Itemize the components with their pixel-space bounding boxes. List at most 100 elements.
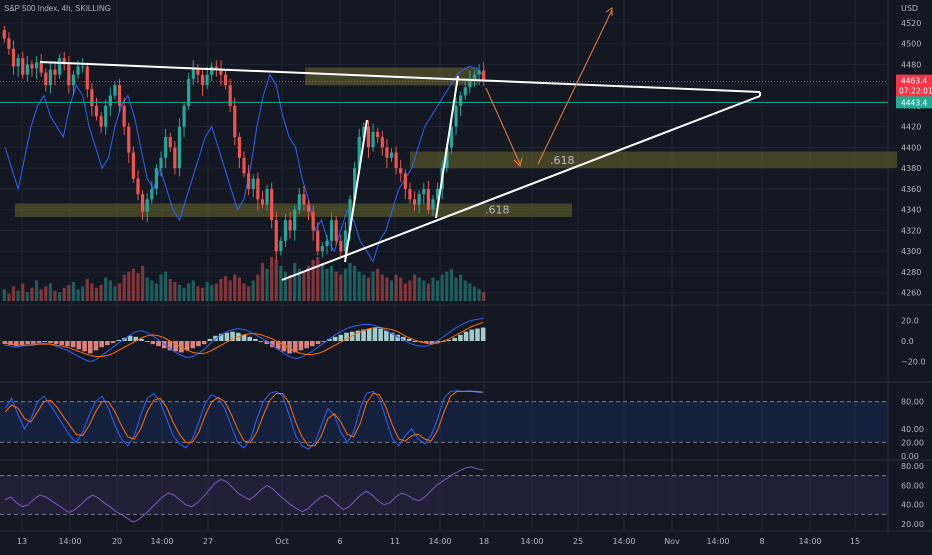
volume-bar: [150, 280, 154, 301]
candle-body: [343, 230, 348, 252]
x-tick-label: 14:00: [706, 537, 729, 546]
x-tick-label: Nov: [664, 537, 680, 546]
macd-histogram-bar: [366, 328, 372, 341]
level-price-tag: [896, 96, 932, 109]
stoch-d-line: [4, 390, 483, 447]
macd-line: [4, 317, 484, 363]
drawings: .618 .618: [0, 7, 888, 281]
candle-body: [353, 168, 357, 200]
macd-histogram-bar: [463, 331, 469, 341]
macd-histogram-bar: [110, 341, 116, 344]
candle-body: [44, 72, 48, 86]
candle-body: [177, 126, 182, 169]
volume-bar: [58, 292, 62, 301]
volume-bar: [283, 271, 288, 301]
candle-body: [71, 74, 76, 86]
macd-histogram-bar: [344, 332, 349, 341]
x-tick-label: 14:00: [150, 537, 173, 546]
volume-bar: [403, 283, 407, 301]
macd-histogram-bar: [48, 341, 53, 344]
candle-body: [11, 48, 16, 67]
fib-label: .618: [550, 154, 575, 167]
macd-histogram-bar: [93, 341, 99, 351]
x-tick-label: 14:00: [612, 537, 635, 546]
candle-body: [431, 199, 435, 210]
candle-body: [7, 38, 11, 49]
fib-label: .618: [485, 204, 510, 217]
volume-bar: [210, 284, 214, 301]
candle-body: [334, 220, 338, 241]
macd-histogram-bar: [321, 341, 327, 343]
stochastic-panel: [0, 390, 888, 450]
current-price-tag: [896, 74, 932, 97]
candle-body: [412, 199, 417, 205]
candle-body: [122, 105, 126, 127]
axes: 13 14:00 20 14:00 27 Oct 6 11 14:00 18 14:00 25 14:0…: [17, 4, 932, 546]
price-panel: [2, 25, 486, 301]
candle-body: [127, 126, 131, 153]
candle-body: [21, 58, 25, 75]
macd-histogram-bar: [196, 341, 201, 347]
macd-histogram-bar: [2, 341, 8, 345]
volume-bar: [94, 287, 99, 301]
volume-bar: [145, 277, 149, 301]
volume-bar: [136, 273, 140, 301]
macd-histogram-bar: [298, 341, 304, 351]
volume-bar: [426, 283, 430, 301]
stoch-band: [0, 401, 888, 443]
y-tick-label: 4260: [901, 289, 921, 298]
candle-body: [389, 152, 394, 158]
volume-bar: [445, 271, 449, 301]
macd-histogram-bar: [139, 338, 144, 341]
macd-histogram-bar: [25, 341, 30, 345]
candle-body: [228, 85, 232, 106]
volume-bar: [177, 284, 182, 301]
candle-body: [302, 194, 306, 205]
candle-body: [182, 105, 186, 127]
volume-bar: [265, 268, 269, 301]
volume-bar: [159, 274, 163, 301]
candle-body: [472, 74, 477, 79]
volume-bar: [21, 283, 25, 301]
volume-bar: [422, 280, 426, 301]
volume-bar: [325, 268, 329, 301]
macd-histogram-bar: [327, 338, 332, 341]
level-price-value: 4443.4: [901, 98, 927, 107]
volume-bar: [468, 283, 472, 301]
volume-bar: [449, 268, 454, 301]
volume-bar: [408, 280, 412, 301]
volume-bar: [329, 265, 334, 301]
macd-histogram-bar: [435, 341, 440, 344]
candle-body: [164, 137, 168, 158]
candle-body: [274, 220, 278, 252]
x-tick-label: 6: [337, 537, 342, 546]
x-tick-label: 14:00: [428, 537, 451, 546]
candle-body: [168, 137, 172, 148]
macd-tick-label: 0.0: [901, 337, 914, 346]
macd-histogram-bar: [70, 341, 76, 348]
volume-bar: [99, 284, 103, 301]
y-tick-label: 4320: [901, 226, 921, 235]
candle-body: [196, 68, 200, 75]
y-tick-label: 4400: [901, 143, 921, 152]
candle-body: [265, 188, 269, 205]
macd-panel: [2, 317, 486, 363]
volume-bar: [34, 280, 39, 301]
candle-body: [247, 173, 251, 189]
macd-histogram-bar: [133, 336, 139, 341]
macd-histogram-bar: [275, 341, 281, 350]
candle-body: [348, 199, 352, 231]
candle-body: [426, 188, 430, 210]
rsi-tick-label: 20.00: [901, 520, 924, 529]
volume-bar: [200, 287, 205, 301]
candle-body: [140, 194, 145, 212]
volume-bar: [288, 274, 292, 301]
macd-histogram-bar: [292, 341, 298, 353]
macd-histogram-bar: [76, 341, 82, 350]
signal-line: [4, 321, 484, 358]
volume-bar: [247, 286, 251, 301]
volume-bar: [454, 277, 458, 301]
candle-body: [260, 199, 265, 205]
candle-body: [136, 178, 140, 195]
volume-bar: [62, 287, 66, 301]
